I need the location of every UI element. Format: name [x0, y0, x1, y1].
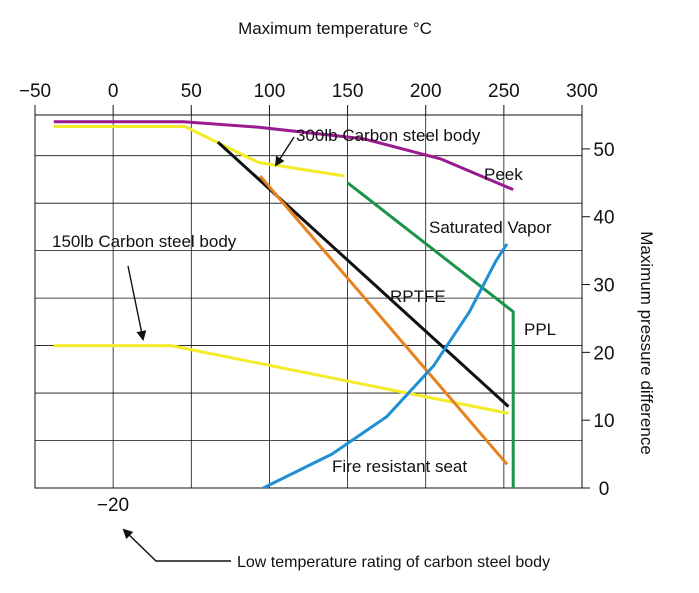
plot-frame: [34, 114, 583, 489]
low-temp-annotation: Low temperature rating of carbon steel b…: [237, 554, 550, 571]
low-temp-leader: [122, 528, 231, 562]
label-saturated-vapor: Saturated Vapor: [429, 218, 552, 237]
y-tick-label: 0: [599, 479, 610, 500]
series-ppl: [258, 175, 509, 466]
y-axis-ticks: 0 10 20 30 40 50: [582, 140, 615, 500]
label-300lb-carbon-steel-body: 300lb Carbon steel body: [296, 126, 481, 145]
x-tick-label: 150: [332, 81, 364, 102]
x-tick-label: −50: [19, 81, 51, 102]
x-axis-ticks: −50 0 50 100 150 200 250 300: [19, 81, 598, 115]
y-tick-label: 20: [593, 343, 614, 364]
series-fire-resistant-seat: [262, 243, 509, 490]
y-tick-label: 30: [593, 276, 614, 297]
arrow-150lb: [127, 265, 147, 341]
series-layer: [53, 120, 515, 490]
series-150lb-carbon-steel-body: [53, 344, 509, 415]
x-axis-title: Maximum temperature °C: [238, 19, 432, 38]
grid: [35, 115, 582, 488]
x-tick-label: 0: [108, 81, 119, 102]
y-tick-label: 10: [593, 411, 614, 432]
label-rptfe: RPTFE: [390, 287, 446, 306]
series-peek: [53, 120, 514, 191]
y-axis-title: Maximum pressure difference: [637, 231, 656, 455]
arrow-300lb: [274, 136, 295, 167]
low-temp-value: −20: [97, 495, 129, 516]
y-tick-label: 50: [593, 140, 614, 161]
series-rptfe: [216, 140, 510, 408]
label-150lb-carbon-steel-body: 150lb Carbon steel body: [52, 232, 237, 251]
label-peek: Peek: [484, 165, 523, 184]
x-tick-label: 200: [410, 81, 442, 102]
x-tick-label: 50: [181, 81, 202, 102]
x-tick-label: 250: [488, 81, 520, 102]
label-fire-resistant-seat: Fire resistant seat: [332, 457, 467, 476]
x-tick-label: 300: [566, 81, 598, 102]
label-ppl: PPL: [524, 320, 556, 339]
x-tick-label: 100: [254, 81, 286, 102]
y-tick-label: 40: [593, 208, 614, 229]
series-saturated-vapor: [346, 181, 515, 488]
